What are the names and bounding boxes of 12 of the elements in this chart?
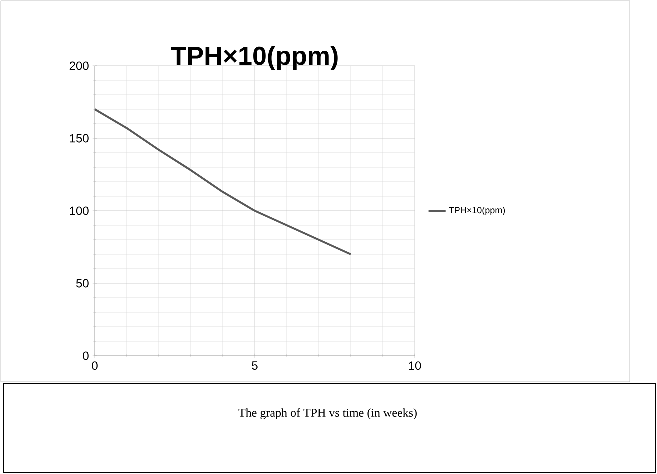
text: The graph of TPH vs time (in weeks) (238, 408, 417, 420)
line-series (94, 108, 352, 256)
x-tick-label: 5 (252, 362, 258, 370)
x-tick-label: 10 (409, 362, 422, 370)
y-tick-label: 100 (70, 206, 89, 216)
y-tick-label: 150 (70, 134, 89, 143)
chart-title: TPH×10(ppm) (171, 46, 338, 70)
x-tick-label: 0 (92, 362, 98, 370)
y-tick-label: 50 (76, 279, 89, 288)
y-tick-label: 0 (83, 352, 89, 360)
legend-label: TPH×10(ppm) (449, 206, 506, 216)
y-tick-label: 200 (70, 62, 89, 70)
